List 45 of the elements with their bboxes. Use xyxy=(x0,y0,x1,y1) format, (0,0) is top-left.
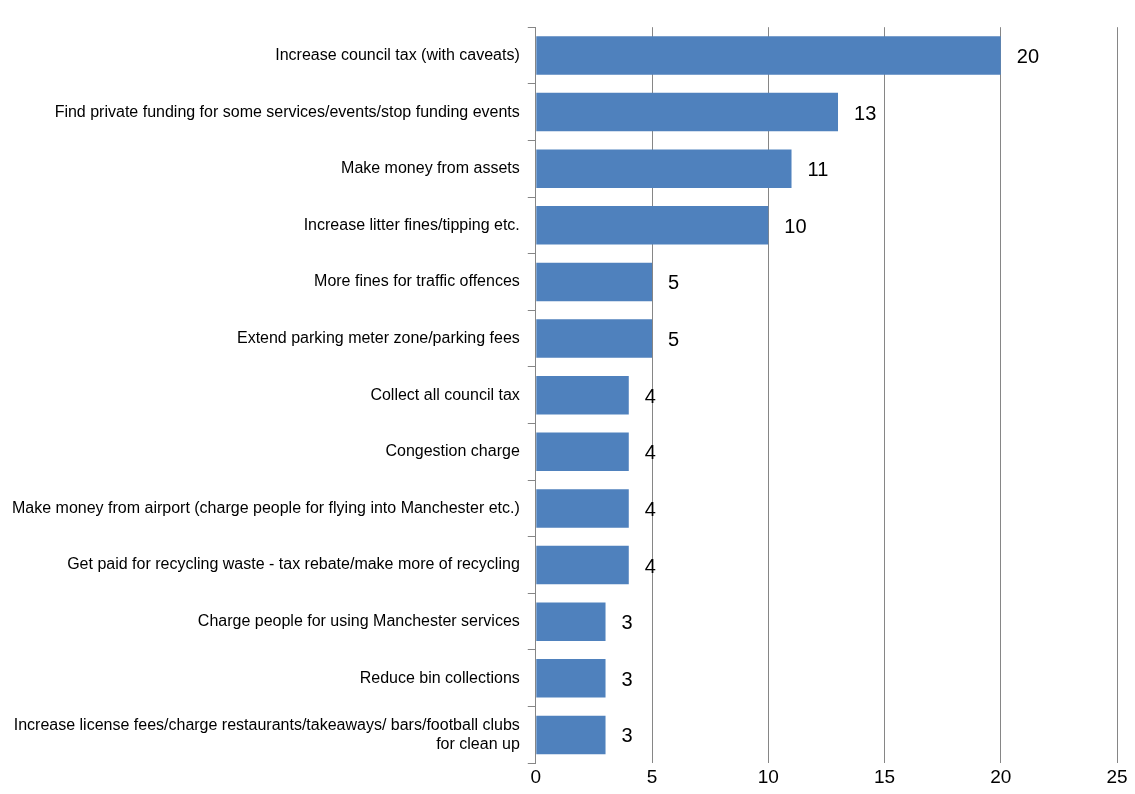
data-label: 3 xyxy=(621,667,633,690)
bar xyxy=(536,206,769,245)
data-label: 5 xyxy=(668,271,680,294)
y-tick-label: Get paid for recycling waste - tax rebate/make more of recycling xyxy=(67,555,520,573)
data-label: 13 xyxy=(854,101,877,124)
bar xyxy=(536,659,606,698)
bar xyxy=(536,545,629,585)
y-tick-label: Congestion charge xyxy=(385,442,520,460)
data-label: 20 xyxy=(1016,45,1040,68)
y-tick-label: Increase litter fines/tipping etc. xyxy=(303,215,520,233)
y-tick-label: Increase license fees/charge restaurants/takeaways/ bars/football clubs for clean up xyxy=(13,715,520,752)
data-label: 4 xyxy=(644,497,656,520)
y-tick-label: Charge people for using Manchester services xyxy=(197,612,520,630)
data-label: 10 xyxy=(784,214,807,237)
x-tick-label: 10 xyxy=(757,765,779,787)
y-tick-label: Make money from airport (charge people for flying into Manchester etc.) xyxy=(12,498,520,516)
bar xyxy=(536,715,606,755)
y-tick-label: Collect all council tax xyxy=(370,385,520,403)
bar xyxy=(536,262,653,302)
data-label: 4 xyxy=(644,554,656,577)
y-tick-label: More fines for traffic offences xyxy=(314,272,520,290)
y-tick-label: Reduce bin collections xyxy=(359,668,520,686)
bar xyxy=(536,36,1001,75)
data-label: 3 xyxy=(621,724,633,747)
y-tick-label: Make money from assets xyxy=(341,159,520,177)
data-label: 4 xyxy=(644,441,656,464)
data-label: 3 xyxy=(621,611,633,634)
x-tick-label: 15 xyxy=(873,765,896,787)
data-label: 5 xyxy=(668,328,680,351)
bar xyxy=(536,92,839,132)
x-tick-label: 0 xyxy=(530,765,542,787)
y-tick-label: Extend parking meter zone/parking fees xyxy=(236,328,520,346)
bar xyxy=(536,489,629,528)
data-label: 4 xyxy=(644,384,656,407)
y-tick-label: Find private funding for some services/events/stop funding events xyxy=(54,102,520,120)
bar xyxy=(536,149,792,188)
x-tick-label: 25 xyxy=(1106,765,1128,787)
x-tick-label: 20 xyxy=(990,765,1012,787)
y-tick-label: Increase council tax (with caveats) xyxy=(275,45,520,63)
data-label: 11 xyxy=(807,158,829,181)
bar xyxy=(536,319,653,358)
x-tick-label: 5 xyxy=(646,765,658,787)
bar xyxy=(536,432,629,472)
bar xyxy=(536,375,629,415)
bar xyxy=(536,602,606,641)
